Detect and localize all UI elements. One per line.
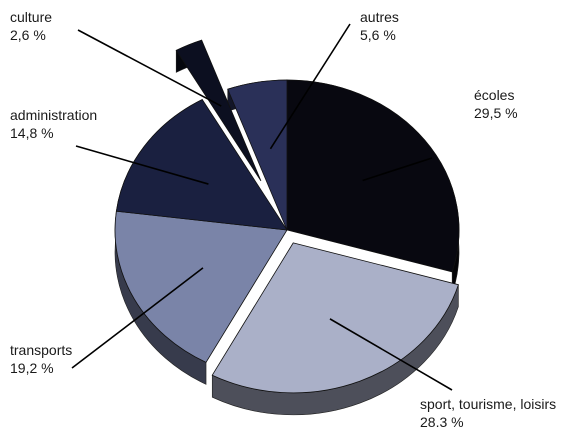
slice-name-autres: autres [360,9,399,25]
leader-line-sport-tourisme-loisirs [329,318,453,391]
slice-value-culture: 2,6 % [10,27,46,43]
pie-slice-culture [175,39,262,182]
slice-value-transports: 19,2 % [10,360,54,376]
leader-line-transports [71,267,204,369]
pie-slices-layer [114,39,460,394]
slice-label-ecoles: écoles 29,5 % [474,87,518,121]
slice-name-culture: culture [10,9,52,25]
leader-lines-layer [71,23,453,391]
slice-label-autres: autres 5,6 % [360,9,399,43]
slice-name-sport-tourisme-loisirs: sport, tourisme, loisirs [420,396,556,412]
leader-line-administration [75,145,209,185]
leader-line-ecoles [362,157,433,182]
leader-line-culture [77,29,222,107]
slice-value-ecoles: 29,5 % [474,105,518,121]
pie-slice-ecoles [286,79,460,273]
pie-slice-administration [115,98,288,231]
slice-name-administration: administration [10,107,97,123]
slice-name-ecoles: écoles [474,87,514,103]
pie-slice-sport-tourisme-loisirs [211,242,459,394]
slice-value-sport-tourisme-loisirs: 28.3 % [420,414,464,430]
slice-value-administration: 14,8 % [10,125,54,141]
slice-label-administration: administration 14,8 % [10,107,97,141]
slice-value-autres: 5,6 % [360,27,396,43]
pie-slice-transports [114,210,288,363]
slice-name-transports: transports [10,342,72,358]
slice-label-transports: transports 19,2 % [10,342,72,376]
slice-label-culture: culture 2,6 % [10,9,52,43]
labels-layer: écoles 29,5 % sport, tourisme, loisirs 28.3… [10,9,556,430]
leader-line-autres [269,23,351,150]
pie-slice-autres [227,79,288,231]
slice-label-sport-tourisme-loisirs: sport, tourisme, loisirs 28.3 % [420,396,556,430]
